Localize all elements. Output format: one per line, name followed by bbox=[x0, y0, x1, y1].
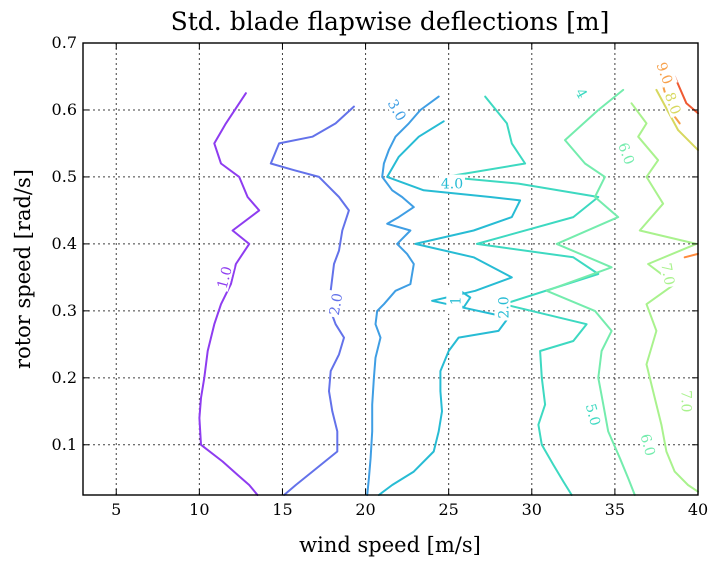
x-tick-label: 25 bbox=[438, 500, 458, 519]
plot-frame bbox=[82, 42, 699, 496]
contour-label-backdrop bbox=[583, 399, 606, 429]
y-tick-label: 0.2 bbox=[52, 368, 77, 387]
contour-label-backdrop bbox=[662, 88, 687, 118]
contour-line-3 bbox=[366, 95, 440, 496]
contour-label-group: 7.0 bbox=[657, 259, 680, 289]
x-tick-label: 15 bbox=[272, 500, 292, 519]
x-tick-label: 5 bbox=[111, 500, 121, 519]
contour-label-backdrop bbox=[569, 77, 596, 108]
contour-label-backdrop bbox=[446, 287, 463, 314]
contour-label-backdrop bbox=[679, 388, 696, 415]
contour-label-group: 4 bbox=[569, 77, 596, 108]
contour-label-group: 6.0 bbox=[637, 429, 661, 460]
contour-label: 6.0 bbox=[614, 141, 637, 167]
y-tick-label: 0.1 bbox=[52, 435, 77, 454]
y-tick-label: 0.5 bbox=[52, 167, 77, 186]
tick-layer: 5 10 15 20 25 30 35 40 0.1 0.2 0.3 0.4 0.5 0.6 0.7 bbox=[52, 33, 709, 519]
contour-label-backdrop bbox=[658, 259, 680, 289]
contour-label-group: 2.0 bbox=[494, 294, 513, 321]
y-tick-label: 0.6 bbox=[52, 100, 77, 119]
contour-label: 2.0 bbox=[497, 296, 513, 318]
x-tick-label: 10 bbox=[189, 500, 209, 519]
contour-label: 7.0 bbox=[657, 262, 677, 287]
contour-label: 2.0 bbox=[327, 292, 347, 317]
contour-line-8 bbox=[655, 88, 699, 152]
contour-label-group: 5.0 bbox=[582, 399, 606, 429]
x-tick-label: 35 bbox=[605, 500, 625, 519]
contour-label-backdrop bbox=[615, 138, 640, 169]
contour-label: 5.0 bbox=[582, 402, 603, 428]
contour-label-backdrop bbox=[494, 294, 511, 321]
contour-label-group: 2.0 bbox=[324, 289, 347, 319]
contour-label: 1 bbox=[448, 296, 464, 305]
grid-layer bbox=[83, 43, 698, 495]
contour-label-backdrop bbox=[384, 94, 412, 125]
x-tick-label: 30 bbox=[522, 500, 542, 519]
y-tick-label: 0.3 bbox=[52, 301, 77, 320]
contour-label-group: 1 bbox=[446, 287, 464, 314]
contour-label-group: 8.0 bbox=[661, 88, 687, 118]
contour-line-1 bbox=[198, 92, 261, 496]
contour-label-backdrop bbox=[439, 174, 465, 191]
contour-label-group: 4.0 bbox=[439, 174, 465, 193]
x-axis-label: wind speed [m/s] bbox=[299, 533, 481, 557]
contour-label-group: 7.0 bbox=[677, 388, 696, 415]
contour-label-group: 1.0 bbox=[212, 262, 236, 292]
x-tick-label: 40 bbox=[688, 500, 708, 519]
y-axis-label: rotor speed [rad/s] bbox=[11, 169, 35, 369]
contour-label: 9.0 bbox=[653, 60, 676, 86]
contour-label: 6.0 bbox=[637, 432, 658, 458]
contour-label-group: 9.0 bbox=[653, 57, 678, 88]
contour-label-backdrop bbox=[212, 262, 235, 292]
y-tick-label: 0.7 bbox=[52, 33, 77, 52]
contour-label: 1.0 bbox=[215, 265, 236, 291]
y-tick-label: 0.4 bbox=[52, 234, 77, 253]
contour-label: 4.0 bbox=[441, 177, 463, 193]
contour-label-layer: 1.02.03.04.02.015.06.06.07.07.08.09.04 bbox=[212, 57, 696, 460]
contour-line-6 bbox=[545, 88, 636, 496]
contour-label-backdrop bbox=[653, 57, 678, 88]
contour-label: 8.0 bbox=[661, 90, 684, 116]
x-tick-label: 20 bbox=[355, 500, 375, 519]
contour-label-backdrop bbox=[637, 429, 661, 460]
contour-label-group: 6.0 bbox=[614, 138, 640, 169]
chart-title: Std. blade flapwise deflections [m] bbox=[171, 7, 610, 36]
contour-label-backdrop bbox=[324, 289, 345, 319]
contour-label: 7.0 bbox=[677, 390, 693, 412]
contour-line-8 bbox=[683, 252, 699, 259]
